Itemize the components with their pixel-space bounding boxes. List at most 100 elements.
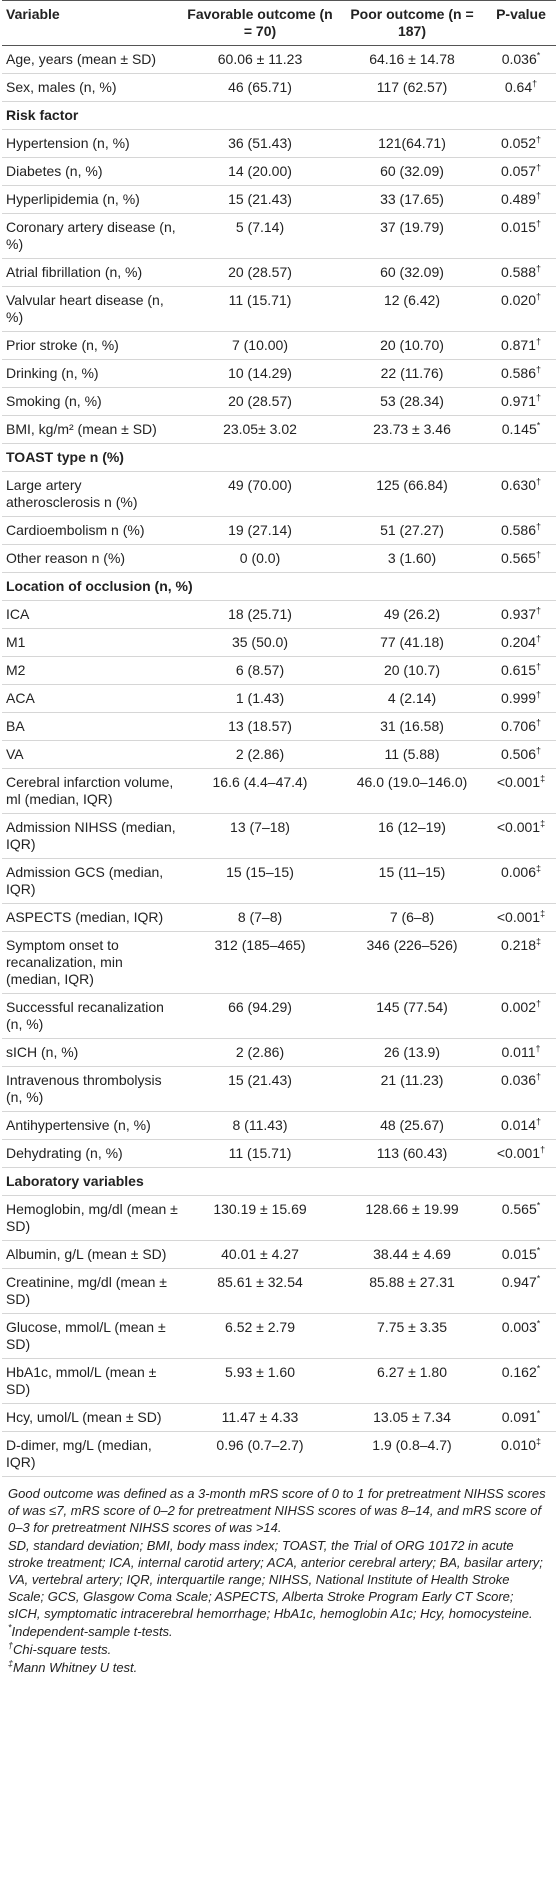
value-cell: 19 (27.14) bbox=[182, 516, 338, 545]
p-value: 0.586 bbox=[500, 365, 537, 381]
variable-cell: BMI, kg/m² (mean ± SD) bbox=[2, 415, 182, 444]
p-value: 0.036 bbox=[501, 51, 537, 67]
variable-cell: Glucose, mmol/L (mean ± SD) bbox=[2, 1313, 182, 1359]
value-cell: 128.66 ± 19.99 bbox=[338, 1195, 486, 1241]
p-value-cell: 0.64† bbox=[486, 73, 556, 102]
p-value-cell: 0.145* bbox=[486, 415, 556, 444]
p-value: 0.052 bbox=[500, 135, 537, 151]
table-row: Laboratory variables bbox=[2, 1167, 556, 1196]
table-row: Drinking (n, %) 10 (14.29) 22 (11.76) 0.586… bbox=[2, 359, 556, 388]
footnotes: Good outcome was defined as a 3-month mR… bbox=[2, 1477, 552, 1676]
value-cell: 11 (15.71) bbox=[182, 286, 338, 332]
p-value: 0.003 bbox=[501, 1319, 537, 1335]
table-row: Symptom onset to recanalization, min (me… bbox=[2, 931, 556, 994]
variable-cell: Age, years (mean ± SD) bbox=[2, 45, 182, 74]
test-mark: * bbox=[536, 1245, 541, 1256]
value-cell: 16.6 (4.4–47.4) bbox=[182, 768, 338, 814]
variable-cell: Hcy, umol/L (mean ± SD) bbox=[2, 1403, 182, 1432]
table-row: sICH (n, %) 2 (2.86) 26 (13.9) 0.011† bbox=[2, 1038, 556, 1067]
variable-cell: Valvular heart disease (n, %) bbox=[2, 286, 182, 332]
value-cell: 0.96 (0.7–2.7) bbox=[182, 1431, 338, 1477]
value-cell: 4 (2.14) bbox=[338, 684, 486, 713]
value-cell: 60.06 ± 11.23 bbox=[182, 45, 338, 74]
value-cell: 20 (28.57) bbox=[182, 258, 338, 287]
p-value-cell: <0.001‡ bbox=[486, 813, 556, 859]
footnote-text: Independent-sample t-tests. bbox=[11, 1624, 173, 1639]
variable-cell: D-dimer, mg/L (median, IQR) bbox=[2, 1431, 182, 1477]
section-cell: Laboratory variables bbox=[2, 1167, 556, 1196]
table-row: Cardioembolism n (%) 19 (27.14) 51 (27.27)… bbox=[2, 516, 556, 545]
table-row: Large artery atherosclerosis n (%) 49 (70… bbox=[2, 471, 556, 517]
value-cell: 121(64.71) bbox=[338, 129, 486, 158]
p-value: 0.036 bbox=[500, 1072, 537, 1088]
footnote-mark-line: †Chi-square tests. bbox=[8, 1641, 548, 1658]
value-cell: 113 (60.43) bbox=[338, 1139, 486, 1168]
test-mark: † bbox=[536, 291, 542, 302]
p-value: 0.091 bbox=[501, 1409, 537, 1425]
section-cell: Location of occlusion (n, %) bbox=[2, 572, 556, 601]
p-value-cell: 0.937† bbox=[486, 600, 556, 629]
variable-cell: Intravenous thrombolysis (n, %) bbox=[2, 1066, 182, 1112]
value-cell: 312 (185–465) bbox=[182, 931, 338, 994]
table-row: Age, years (mean ± SD) 60.06 ± 11.23 64.16… bbox=[2, 45, 556, 74]
value-cell: 6.27 ± 1.80 bbox=[338, 1358, 486, 1404]
variable-cell: M1 bbox=[2, 628, 182, 657]
table-row: Glucose, mmol/L (mean ± SD) 6.52 ± 2.79 7.… bbox=[2, 1313, 556, 1359]
table-body: Age, years (mean ± SD) 60.06 ± 11.23 64.16… bbox=[2, 45, 556, 1477]
header-row: Variable Favorable outcome (n = 70) Poor… bbox=[2, 0, 556, 46]
p-value: <0.001 bbox=[496, 909, 541, 925]
p-value: 0.630 bbox=[500, 477, 537, 493]
section-cell: Risk factor bbox=[2, 101, 556, 130]
value-cell: 36 (51.43) bbox=[182, 129, 338, 158]
value-cell: 23.73 ± 3.46 bbox=[338, 415, 486, 444]
value-cell: 7.75 ± 3.35 bbox=[338, 1313, 486, 1359]
test-mark: † bbox=[536, 162, 542, 173]
value-cell: 117 (62.57) bbox=[338, 73, 486, 102]
test-mark: † bbox=[536, 134, 542, 145]
table-row: Risk factor bbox=[2, 101, 556, 130]
variable-cell: Atrial fibrillation (n, %) bbox=[2, 258, 182, 287]
table-row: Dehydrating (n, %) 11 (15.71) 113 (60.43) <… bbox=[2, 1139, 556, 1168]
p-value: 0.145 bbox=[501, 421, 537, 437]
test-mark: † bbox=[536, 476, 542, 487]
p-value-cell: 0.947* bbox=[486, 1268, 556, 1314]
variable-cell: Cardioembolism n (%) bbox=[2, 516, 182, 545]
value-cell: 16 (12–19) bbox=[338, 813, 486, 859]
p-value: 0.014 bbox=[500, 1117, 537, 1133]
value-cell: 6 (8.57) bbox=[182, 656, 338, 685]
value-cell: 37 (19.79) bbox=[338, 213, 486, 259]
variable-cell: Symptom onset to recanalization, min (me… bbox=[2, 931, 182, 994]
value-cell: 3 (1.60) bbox=[338, 544, 486, 573]
footnote-symbol: † bbox=[8, 1640, 14, 1651]
test-mark: * bbox=[536, 1318, 541, 1329]
table-row: BMI, kg/m² (mean ± SD) 23.05± 3.02 23.73 ±… bbox=[2, 415, 556, 444]
test-mark: † bbox=[536, 717, 542, 728]
variable-cell: Antihypertensive (n, %) bbox=[2, 1111, 182, 1140]
test-mark: * bbox=[536, 1273, 541, 1284]
table-row: Intravenous thrombolysis (n, %) 15 (21.43… bbox=[2, 1066, 556, 1112]
variable-cell: Creatinine, mg/dl (mean ± SD) bbox=[2, 1268, 182, 1314]
table-row: TOAST type n (%) bbox=[2, 443, 556, 472]
p-value-cell: 0.588† bbox=[486, 258, 556, 287]
p-value: <0.001 bbox=[496, 1145, 541, 1161]
p-value: 0.162 bbox=[501, 1364, 537, 1380]
p-value: 0.506 bbox=[500, 746, 537, 762]
variable-cell: Albumin, g/L (mean ± SD) bbox=[2, 1240, 182, 1269]
p-value-cell: <0.001‡ bbox=[486, 768, 556, 814]
table-row: Hyperlipidemia (n, %) 15 (21.43) 33 (17.65… bbox=[2, 185, 556, 214]
value-cell: 346 (226–526) bbox=[338, 931, 486, 994]
variable-cell: Large artery atherosclerosis n (%) bbox=[2, 471, 182, 517]
test-mark: * bbox=[536, 1200, 541, 1211]
table-row: Atrial fibrillation (n, %) 20 (28.57) 60 (… bbox=[2, 258, 556, 287]
test-mark: * bbox=[536, 1363, 541, 1374]
p-value-cell: 0.615† bbox=[486, 656, 556, 685]
value-cell: 53 (28.34) bbox=[338, 387, 486, 416]
value-cell: 23.05± 3.02 bbox=[182, 415, 338, 444]
value-cell: 20 (10.70) bbox=[338, 331, 486, 360]
variable-cell: Diabetes (n, %) bbox=[2, 157, 182, 186]
value-cell: 7 (10.00) bbox=[182, 331, 338, 360]
p-value: 0.218 bbox=[500, 937, 537, 953]
variable-cell: Sex, males (n, %) bbox=[2, 73, 182, 102]
value-cell: 7 (6–8) bbox=[338, 903, 486, 932]
test-mark: † bbox=[536, 392, 542, 403]
